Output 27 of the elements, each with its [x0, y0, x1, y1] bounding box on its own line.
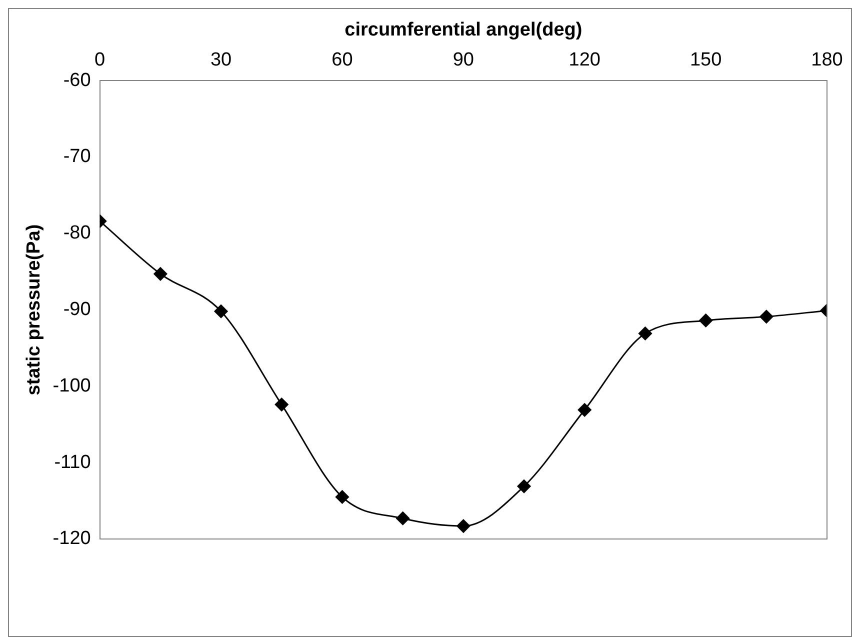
- x-tick-label: 90: [452, 49, 474, 70]
- y-tick-label: -60: [63, 70, 91, 91]
- x-tick-label: 0: [94, 49, 106, 70]
- point: [578, 403, 592, 417]
- point: [154, 267, 168, 281]
- point: [760, 310, 774, 324]
- point: [274, 398, 288, 412]
- y-tick-label: -110: [54, 452, 91, 473]
- x-tick-label: 150: [690, 49, 722, 70]
- y-tick-label: -90: [63, 299, 91, 320]
- point: [517, 480, 531, 494]
- point: [699, 314, 713, 328]
- y-tick-label: -120: [52, 528, 91, 550]
- point: [214, 304, 228, 318]
- point: [456, 519, 470, 533]
- x-tick-label: 180: [811, 49, 843, 70]
- point: [638, 326, 652, 340]
- x-tick-label: 60: [332, 49, 353, 70]
- point: [335, 490, 349, 504]
- x-tick-label: 30: [210, 49, 232, 70]
- y-tick-label: -100: [52, 375, 91, 396]
- y-axis-title: static pressure(Pa): [24, 224, 45, 396]
- point: [396, 512, 410, 526]
- x-tick-label: 120: [568, 49, 600, 70]
- x-axis-title: circumferential angel(deg): [344, 20, 582, 41]
- y-tick-label: -80: [63, 222, 91, 244]
- y-tick-label: -70: [63, 146, 91, 168]
